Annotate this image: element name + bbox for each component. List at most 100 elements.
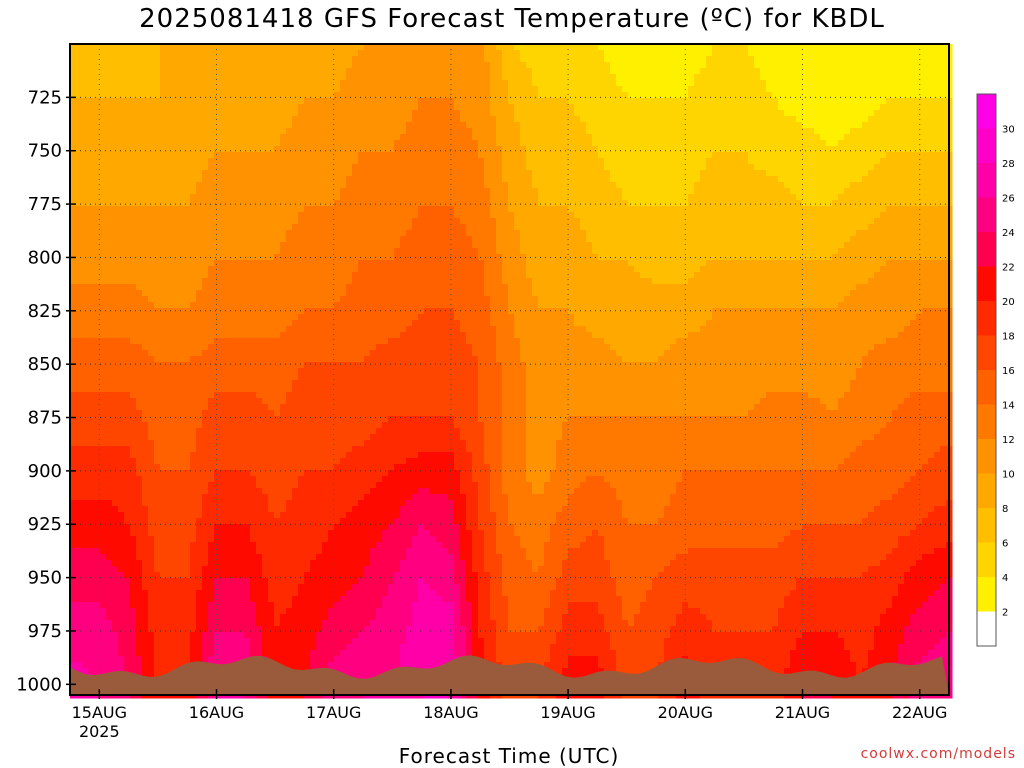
temperature-cell bbox=[886, 170, 893, 177]
temperature-cell bbox=[262, 50, 269, 57]
temperature-cell bbox=[196, 146, 203, 153]
temperature-cell bbox=[484, 86, 491, 93]
temperature-cell bbox=[502, 140, 509, 147]
temperature-cell bbox=[700, 242, 707, 249]
temperature-cell bbox=[214, 170, 221, 177]
temperature-cell bbox=[508, 176, 515, 183]
temperature-cell bbox=[76, 92, 83, 99]
temperature-cell bbox=[160, 44, 167, 51]
temperature-cell bbox=[586, 230, 593, 237]
temperature-cell bbox=[124, 92, 131, 99]
temperature-cell bbox=[844, 92, 851, 99]
temperature-cell bbox=[550, 152, 557, 159]
temperature-cell bbox=[844, 152, 851, 159]
temperature-cell bbox=[88, 188, 95, 195]
temperature-cell bbox=[496, 110, 503, 117]
temperature-cell bbox=[526, 98, 533, 105]
temperature-cell bbox=[808, 68, 815, 75]
temperature-cell bbox=[382, 182, 389, 189]
temperature-cell bbox=[76, 68, 83, 75]
temperature-cell bbox=[364, 176, 371, 183]
temperature-cell bbox=[442, 116, 449, 123]
temperature-cell bbox=[346, 110, 353, 117]
temperature-cell bbox=[700, 140, 707, 147]
temperature-cell bbox=[862, 110, 869, 117]
temperature-cell bbox=[472, 146, 479, 153]
temperature-cell bbox=[508, 44, 515, 51]
temperature-cell bbox=[868, 218, 875, 225]
temperature-cell bbox=[916, 218, 923, 225]
temperature-cell bbox=[634, 200, 641, 207]
temperature-cell bbox=[100, 230, 107, 237]
temperature-cell bbox=[466, 194, 473, 201]
temperature-cell bbox=[592, 116, 599, 123]
temperature-cell bbox=[208, 158, 215, 165]
temperature-cell bbox=[538, 98, 545, 105]
temperature-cell bbox=[916, 128, 923, 135]
temperature-cell bbox=[658, 170, 665, 177]
temperature-cell bbox=[190, 140, 197, 147]
temperature-cell bbox=[694, 128, 701, 135]
temperature-cell bbox=[412, 140, 419, 147]
temperature-cell bbox=[562, 218, 569, 225]
temperature-cell bbox=[646, 56, 653, 63]
temperature-cell bbox=[70, 98, 77, 105]
temperature-cell bbox=[196, 44, 203, 51]
temperature-cell bbox=[316, 218, 323, 225]
temperature-cell bbox=[262, 188, 269, 195]
temperature-cell bbox=[124, 188, 131, 195]
temperature-cell bbox=[742, 200, 749, 207]
temperature-cell bbox=[718, 194, 725, 201]
temperature-cell bbox=[754, 98, 761, 105]
temperature-cell bbox=[580, 158, 587, 165]
temperature-cell bbox=[706, 218, 713, 225]
temperature-cell bbox=[352, 80, 359, 87]
temperature-cell bbox=[70, 116, 77, 123]
temperature-cell bbox=[460, 56, 467, 63]
temperature-cell bbox=[340, 128, 347, 135]
temperature-cell bbox=[124, 44, 131, 51]
temperature-cell bbox=[574, 116, 581, 123]
temperature-cell bbox=[628, 68, 635, 75]
temperature-cell bbox=[118, 74, 125, 81]
temperature-cell bbox=[232, 44, 239, 51]
temperature-cell bbox=[430, 182, 437, 189]
temperature-cell bbox=[604, 200, 611, 207]
temperature-cell bbox=[742, 236, 749, 243]
temperature-cell bbox=[496, 74, 503, 81]
temperature-cell bbox=[322, 140, 329, 147]
temperature-cell bbox=[622, 104, 629, 111]
temperature-cell bbox=[136, 242, 143, 249]
temperature-cell bbox=[106, 74, 113, 81]
temperature-cell bbox=[256, 224, 263, 231]
temperature-cell bbox=[262, 200, 269, 207]
temperature-cell bbox=[814, 140, 821, 147]
temperature-cell bbox=[556, 68, 563, 75]
temperature-cell bbox=[406, 158, 413, 165]
temperature-cell bbox=[724, 170, 731, 177]
temperature-cell bbox=[862, 62, 869, 69]
temperature-cell bbox=[208, 206, 215, 213]
temperature-cell bbox=[232, 182, 239, 189]
temperature-cell bbox=[730, 86, 737, 93]
temperature-cell bbox=[598, 224, 605, 231]
temperature-cell bbox=[940, 56, 947, 63]
temperature-cell bbox=[448, 80, 455, 87]
temperature-cell bbox=[322, 50, 329, 57]
temperature-cell bbox=[718, 98, 725, 105]
temperature-cell bbox=[856, 134, 863, 141]
temperature-cell bbox=[694, 212, 701, 219]
temperature-cell bbox=[862, 236, 869, 243]
temperature-cell bbox=[700, 92, 707, 99]
temperature-cell bbox=[526, 212, 533, 219]
temperature-cell bbox=[910, 128, 917, 135]
temperature-cell bbox=[694, 134, 701, 141]
temperature-cell bbox=[496, 158, 503, 165]
temperature-cell bbox=[106, 86, 113, 93]
temperature-cell bbox=[100, 182, 107, 189]
temperature-cell bbox=[808, 92, 815, 99]
temperature-cell bbox=[748, 50, 755, 57]
temperature-cell bbox=[916, 230, 923, 237]
temperature-cell bbox=[646, 86, 653, 93]
temperature-cell bbox=[814, 44, 821, 51]
